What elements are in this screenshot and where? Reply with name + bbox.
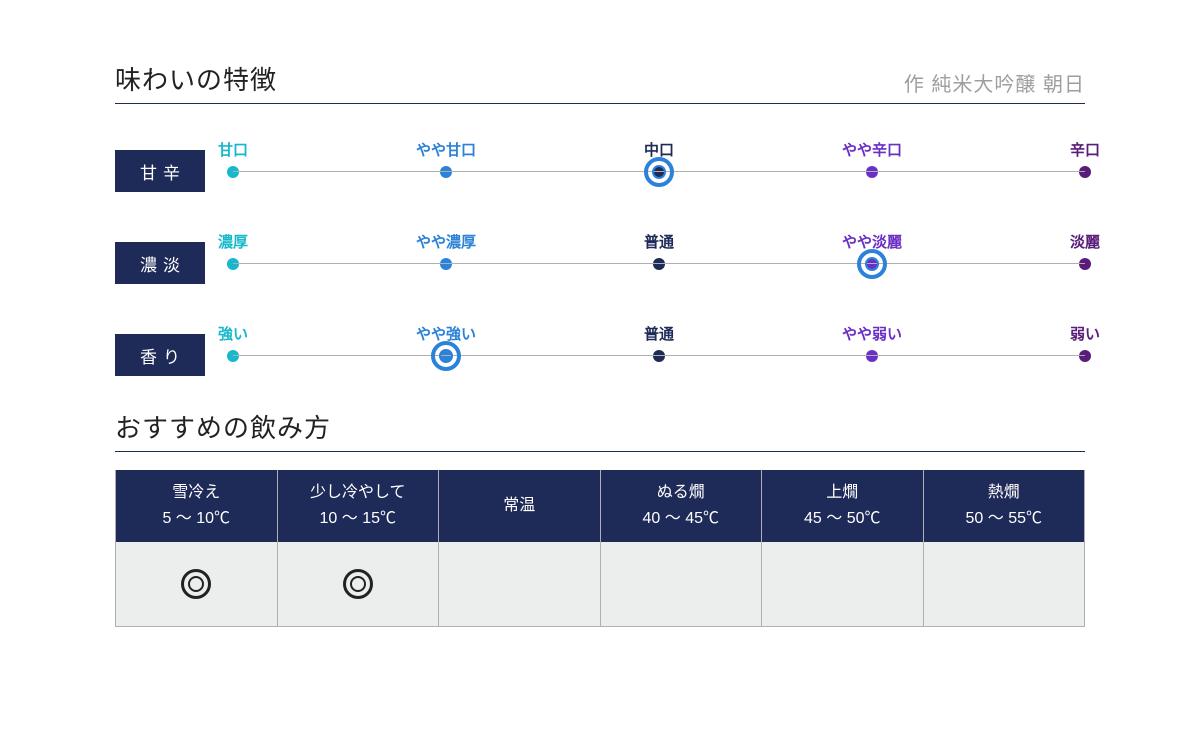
scale-tick: やや甘口 — [386, 139, 506, 178]
serving-column-header: 常温 — [439, 470, 600, 542]
selected-marker-icon — [857, 249, 887, 279]
taste-scales: 甘辛甘口やや甘口中口やや辛口辛口濃淡濃厚やや濃厚普通やや淡麗淡麗香り強いやや強い… — [115, 132, 1085, 376]
scale-track: 強いやや強い普通やや弱い弱い — [233, 323, 1085, 369]
selected-marker-icon — [644, 157, 674, 187]
recommended-mark-icon — [343, 569, 373, 599]
scale-tick: やや濃厚 — [386, 231, 506, 270]
serving-column-header: 雪冷え5 〜 10℃ — [116, 470, 277, 542]
scale-tick: 普通 — [599, 231, 719, 270]
scale-tick-dot — [1079, 258, 1091, 270]
serving-title: おすすめの飲み方 — [115, 408, 1085, 452]
scale-tick: 濃厚 — [173, 231, 293, 270]
selected-marker-icon — [431, 341, 461, 371]
scale-tick: 弱い — [1025, 323, 1145, 362]
serving-column-header: 上燗45 〜 50℃ — [762, 470, 923, 542]
scale-tick-dot — [440, 166, 452, 178]
scale-tick-label: 辛口 — [1025, 139, 1145, 160]
serving-column-body — [116, 542, 277, 626]
serving-label: 雪冷え — [172, 480, 220, 506]
scale-row: 香り強いやや強い普通やや弱い弱い — [115, 316, 1085, 376]
serving-range: 40 〜 45℃ — [643, 506, 720, 532]
scale-tick-dot — [653, 350, 665, 362]
recommended-mark-icon — [181, 569, 211, 599]
serving-column-body — [762, 542, 923, 626]
serving-range: 10 〜 15℃ — [320, 506, 397, 532]
scale-tick-dot — [866, 350, 878, 362]
scale-tick-dot — [1079, 350, 1091, 362]
scale-track: 甘口やや甘口中口やや辛口辛口 — [233, 139, 1085, 185]
scale-tick-label: 甘口 — [173, 139, 293, 160]
scale-row: 甘辛甘口やや甘口中口やや辛口辛口 — [115, 132, 1085, 192]
serving-column-header: ぬる燗40 〜 45℃ — [601, 470, 762, 542]
scale-tick-label: 普通 — [599, 323, 719, 344]
serving-column-body — [439, 542, 600, 626]
scale-tick-dot — [1079, 166, 1091, 178]
scale-tick-label: やや辛口 — [812, 139, 932, 160]
serving-label: 上燗 — [826, 480, 858, 506]
scale-tick: 普通 — [599, 323, 719, 362]
serving-column-body — [601, 542, 762, 626]
scale-tick-dot — [227, 258, 239, 270]
scale-tick: 強い — [173, 323, 293, 362]
taste-title: 味わいの特徴 — [115, 60, 277, 97]
serving-label: 常温 — [503, 493, 535, 519]
serving-label: 熱燗 — [988, 480, 1020, 506]
scale-tick-label: 強い — [173, 323, 293, 344]
scale-tick: 辛口 — [1025, 139, 1145, 178]
serving-range: 50 〜 55℃ — [966, 506, 1043, 532]
scale-tick: やや弱い — [812, 323, 932, 362]
serving-column: 雪冷え5 〜 10℃ — [116, 470, 278, 626]
scale-tick-label: 濃厚 — [173, 231, 293, 252]
serving-column: 常温 — [439, 470, 601, 626]
scale-tick-label: 淡麗 — [1025, 231, 1145, 252]
scale-row: 濃淡濃厚やや濃厚普通やや淡麗淡麗 — [115, 224, 1085, 284]
scale-tick-label: 普通 — [599, 231, 719, 252]
scale-tick-label: やや甘口 — [386, 139, 506, 160]
scale-tick: 甘口 — [173, 139, 293, 178]
product-name: 作 純米大吟醸 朝日 — [904, 68, 1085, 97]
serving-label: ぬる燗 — [657, 480, 705, 506]
serving-column-body — [278, 542, 439, 626]
serving-column: 熱燗50 〜 55℃ — [924, 470, 1085, 626]
scale-tick: やや辛口 — [812, 139, 932, 178]
scale-tick-label: 弱い — [1025, 323, 1145, 344]
serving-column: 上燗45 〜 50℃ — [762, 470, 924, 626]
serving-table: 雪冷え5 〜 10℃少し冷やして10 〜 15℃常温ぬる燗40 〜 45℃上燗4… — [115, 470, 1085, 627]
scale-tick-label: やや濃厚 — [386, 231, 506, 252]
serving-column-header: 熱燗50 〜 55℃ — [924, 470, 1085, 542]
serving-label: 少し冷やして — [310, 480, 406, 506]
serving-column: 少し冷やして10 〜 15℃ — [278, 470, 440, 626]
serving-column-header: 少し冷やして10 〜 15℃ — [278, 470, 439, 542]
scale-tick-dot — [653, 258, 665, 270]
scale-tick-dot — [440, 258, 452, 270]
scale-tick-dot — [227, 350, 239, 362]
scale-tick-dot — [227, 166, 239, 178]
scale-tick: 淡麗 — [1025, 231, 1145, 270]
serving-column: ぬる燗40 〜 45℃ — [601, 470, 763, 626]
serving-column-body — [924, 542, 1085, 626]
serving-range: 45 〜 50℃ — [804, 506, 881, 532]
taste-header: 味わいの特徴 作 純米大吟醸 朝日 — [115, 60, 1085, 104]
scale-tick-label: やや弱い — [812, 323, 932, 344]
scale-track: 濃厚やや濃厚普通やや淡麗淡麗 — [233, 231, 1085, 277]
scale-tick-dot — [866, 166, 878, 178]
serving-range: 5 〜 10℃ — [162, 506, 230, 532]
